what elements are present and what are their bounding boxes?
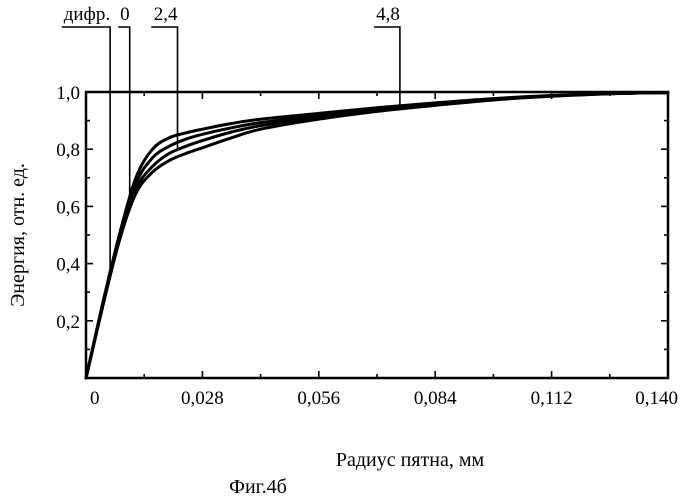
- x-tick-label: 0: [90, 388, 100, 409]
- y-tick-label: 0,2: [56, 312, 80, 333]
- series-label: дифр.: [64, 4, 110, 25]
- x-axis-title: Радиус пятна, мм: [336, 449, 485, 471]
- series-label-leader: [118, 27, 130, 204]
- series-label: 0: [120, 4, 130, 25]
- series-line: [86, 93, 668, 378]
- x-tick-label: 0,056: [297, 388, 340, 409]
- x-tick-label: 0,112: [531, 388, 573, 409]
- series-label-leader: [374, 27, 400, 109]
- series-label: 2,4: [154, 4, 178, 25]
- series-label: 4,8: [376, 4, 400, 25]
- x-tick-label: 0,140: [635, 388, 678, 409]
- x-tick-label: 0,028: [181, 388, 224, 409]
- y-tick-label: 0,6: [56, 197, 80, 218]
- y-tick-label: 0,4: [56, 255, 80, 276]
- axis-ticks-group: 0,2 0,4 0,6 0,8 1,0 0 0,028 0,056 0,084 0,112 0,14…: [56, 83, 678, 409]
- x-tick-label: 0,084: [414, 388, 457, 409]
- y-tick-label: 1,0: [56, 83, 80, 104]
- y-axis-title: Энергия, отн. ед.: [7, 163, 29, 307]
- curves-group: [86, 93, 668, 378]
- y-tick-label: 0,8: [56, 140, 80, 161]
- figure-caption: Фиг.4б: [229, 476, 287, 498]
- series-label-leader: [151, 27, 177, 150]
